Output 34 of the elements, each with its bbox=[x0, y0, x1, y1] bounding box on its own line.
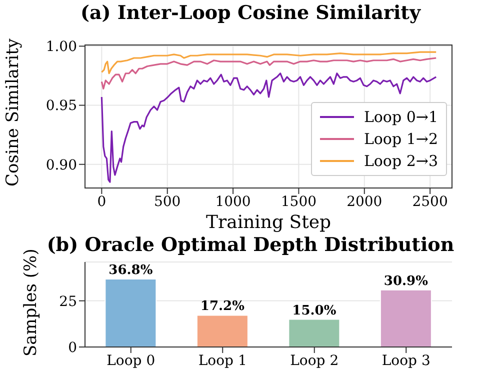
y-axis-title: Samples (%) bbox=[21, 248, 42, 356]
x-tick-label: 2500 bbox=[412, 194, 448, 210]
x-tick-label: 500 bbox=[154, 194, 181, 210]
legend-label: Loop 0→1 bbox=[364, 107, 438, 128]
data-label: 30.9% bbox=[384, 274, 429, 289]
x-tick-label: Loop 1 bbox=[198, 352, 247, 369]
x-tick-label: Loop 3 bbox=[382, 352, 430, 369]
bar bbox=[104, 278, 157, 347]
y-tick-label: 0 bbox=[68, 340, 77, 356]
x-axis-title: Training Step bbox=[206, 212, 332, 233]
bar bbox=[288, 318, 340, 347]
data-label: 17.2% bbox=[200, 299, 246, 314]
x-tick-label: 1000 bbox=[215, 194, 251, 210]
x-tick-label: Loop 2 bbox=[290, 352, 339, 369]
bar bbox=[196, 314, 248, 347]
y-tick-label: 25 bbox=[59, 294, 77, 310]
legend-label: Loop 1→2 bbox=[364, 129, 438, 150]
line-series bbox=[100, 51, 437, 74]
chart-title: (b) Oracle Optimal Depth Distribution bbox=[46, 234, 454, 256]
line-series bbox=[100, 57, 437, 90]
y-tick-label: 0.95 bbox=[46, 98, 77, 114]
x-tick-label: 0 bbox=[97, 194, 106, 210]
data-label: 15.0% bbox=[292, 303, 337, 318]
y-axis-title: Cosine Similarity bbox=[3, 38, 24, 186]
data-label: 36.8% bbox=[108, 263, 154, 278]
legend-label: Loop 2→3 bbox=[364, 151, 438, 172]
bar bbox=[380, 289, 432, 347]
x-tick-label: 2000 bbox=[346, 194, 382, 210]
y-tick-label: 0.90 bbox=[46, 157, 77, 174]
line-series bbox=[100, 72, 437, 183]
chart-title: (a) Inter-Loop Cosine Similarity bbox=[79, 2, 422, 24]
x-tick-label: 1500 bbox=[280, 194, 317, 210]
x-tick-label: Loop 0 bbox=[106, 352, 156, 369]
y-tick-label: 1.00 bbox=[46, 39, 77, 56]
